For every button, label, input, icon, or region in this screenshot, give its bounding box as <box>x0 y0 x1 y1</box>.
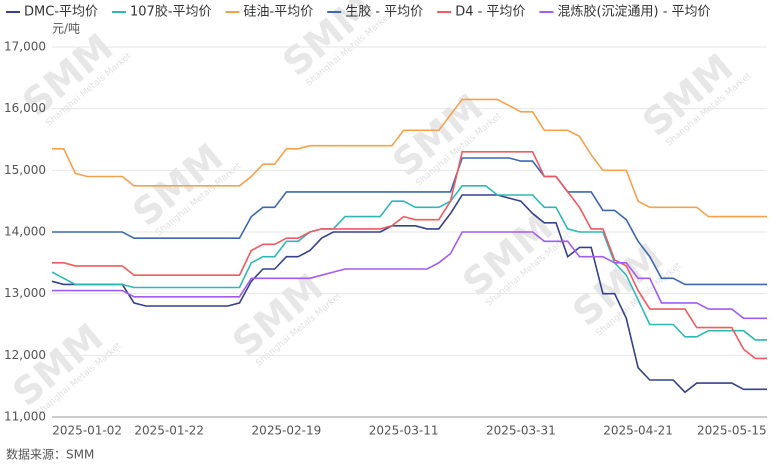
series-line <box>52 98 767 218</box>
y-tick-label: 17,000 <box>4 40 46 54</box>
series-line <box>51 185 767 341</box>
legend-label: 生胶 - 平均价 <box>345 4 423 20</box>
legend-label: D4 - 平均价 <box>455 5 525 20</box>
x-tick-label: 2025-02-19 <box>252 424 322 438</box>
x-tick-label: 2025-01-02 <box>52 424 122 438</box>
y-tick-label: 11,000 <box>4 410 46 424</box>
legend-label: 混炼胶(沉淀通用) - 平均价 <box>557 4 710 20</box>
x-tick-label: 2025-04-21 <box>603 424 673 438</box>
y-tick-label: 14,000 <box>4 225 46 239</box>
unit-label: 元/吨 <box>52 22 80 36</box>
source-note: 数据来源：SMM <box>6 447 94 462</box>
series-line <box>52 157 767 286</box>
x-tick-label: 2025-03-11 <box>369 424 439 438</box>
x-tick-label: 2025-05-15 <box>697 424 767 438</box>
series-line <box>52 151 767 360</box>
y-tick-label: 13,000 <box>4 286 46 300</box>
series-line <box>52 231 767 320</box>
x-tick-label: 2025-03-31 <box>486 424 556 438</box>
legend-label: 硅油-平均价 <box>244 5 314 20</box>
legend-label: 107胶-平均价 <box>130 4 212 20</box>
x-tick-label: 2025-01-22 <box>134 424 204 438</box>
y-tick-label: 15,000 <box>4 163 46 177</box>
y-tick-label: 12,000 <box>4 348 46 362</box>
legend: DMC-平均价 107胶-平均价 硅油-平均价 生胶 - 平均价 D4 - 平均价 混炼胶… <box>6 4 711 20</box>
legend-label: DMC-平均价 <box>24 5 98 20</box>
series-line <box>51 194 767 394</box>
y-tick-label: 16,000 <box>4 101 46 115</box>
